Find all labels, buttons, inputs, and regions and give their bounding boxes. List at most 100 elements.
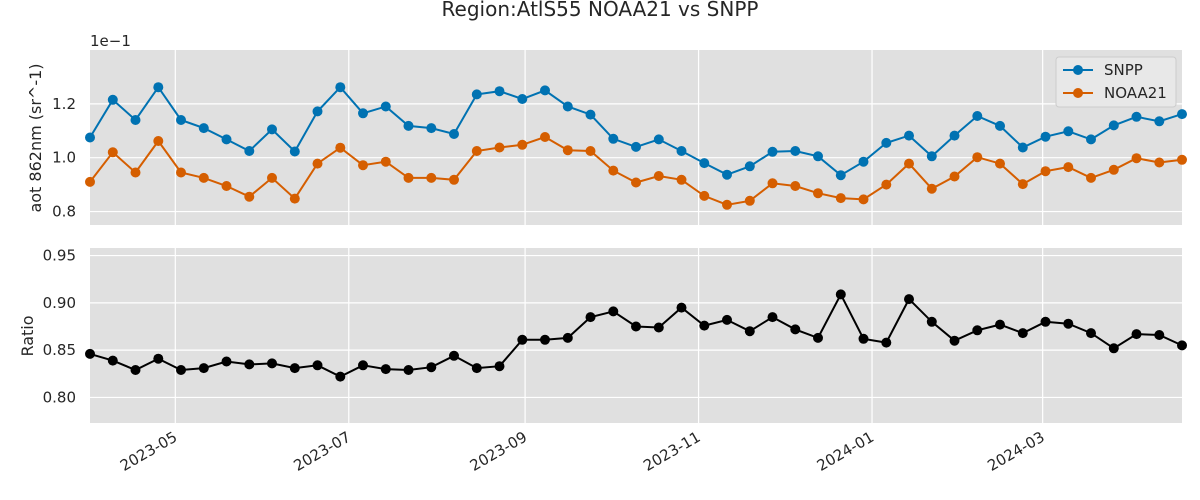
top-point-noaa21 bbox=[813, 188, 823, 199]
top-point-snpp bbox=[767, 146, 778, 157]
bottom-point-ratio bbox=[244, 359, 255, 370]
top-point-snpp bbox=[881, 137, 892, 148]
top-point-snpp bbox=[471, 89, 482, 100]
bottom-point-ratio bbox=[471, 363, 482, 374]
top-point-noaa21 bbox=[562, 145, 573, 156]
bottom-point-ratio bbox=[426, 362, 437, 373]
top-point-noaa21 bbox=[130, 167, 141, 178]
top-point-snpp bbox=[335, 82, 346, 93]
top-point-noaa21 bbox=[471, 146, 482, 156]
top-point-noaa21 bbox=[653, 171, 664, 181]
top-point-noaa21 bbox=[881, 179, 892, 190]
top-point-noaa21 bbox=[1086, 172, 1096, 183]
top-point-noaa21 bbox=[790, 181, 801, 191]
top-point-noaa21 bbox=[995, 158, 1005, 169]
bottom-point-ratio bbox=[380, 364, 391, 375]
top-point-noaa21 bbox=[1017, 179, 1028, 190]
top-point-snpp bbox=[858, 156, 869, 167]
bottom-point-ratio bbox=[107, 355, 118, 366]
x-tick-label: 2023-11 bbox=[640, 428, 703, 475]
bottom-y-tick-label: 0.90 bbox=[43, 294, 76, 312]
bottom-point-ratio bbox=[85, 348, 95, 359]
bottom-point-ratio bbox=[1177, 340, 1187, 351]
top-point-noaa21 bbox=[835, 193, 846, 204]
top-point-snpp bbox=[312, 106, 323, 117]
bottom-point-ratio bbox=[744, 326, 755, 337]
x-tick-label: 2023-05 bbox=[117, 428, 180, 475]
top-point-noaa21 bbox=[449, 174, 459, 185]
top-point-snpp bbox=[835, 170, 846, 181]
top-point-snpp bbox=[1017, 142, 1028, 153]
bottom-point-ratio bbox=[881, 337, 892, 348]
bottom-point-ratio bbox=[289, 363, 300, 374]
top-point-noaa21 bbox=[699, 190, 710, 201]
bottom-point-ratio bbox=[176, 365, 186, 375]
top-point-noaa21 bbox=[267, 172, 277, 183]
bottom-point-ratio bbox=[1040, 316, 1051, 327]
top-point-snpp bbox=[358, 108, 368, 119]
bottom-point-ratio bbox=[1154, 330, 1165, 340]
top-point-snpp bbox=[517, 94, 528, 104]
top-point-snpp bbox=[813, 151, 823, 162]
top-point-snpp bbox=[722, 169, 732, 180]
bottom-point-ratio bbox=[835, 289, 846, 300]
top-point-snpp bbox=[1063, 126, 1074, 137]
bottom-plot-area bbox=[90, 248, 1182, 423]
top-point-snpp bbox=[1154, 116, 1165, 127]
top-point-snpp bbox=[289, 146, 300, 157]
top-point-snpp bbox=[926, 151, 937, 162]
top-point-snpp bbox=[380, 101, 391, 112]
top-point-noaa21 bbox=[608, 165, 619, 176]
top-point-noaa21 bbox=[722, 199, 732, 210]
top-point-snpp bbox=[107, 94, 118, 105]
top-point-snpp bbox=[585, 109, 596, 120]
legend-marker-noaa21 bbox=[1073, 88, 1083, 98]
legend: SNPP NOAA21 bbox=[1055, 56, 1177, 108]
top-point-noaa21 bbox=[358, 160, 368, 171]
bottom-point-ratio bbox=[631, 321, 641, 332]
top-y-tick-label: 1.2 bbox=[52, 95, 76, 113]
top-point-noaa21 bbox=[1177, 154, 1187, 165]
top-point-snpp bbox=[995, 120, 1005, 131]
top-point-noaa21 bbox=[221, 181, 232, 191]
top-point-snpp bbox=[790, 146, 801, 156]
bottom-point-ratio bbox=[995, 319, 1005, 330]
top-point-snpp bbox=[1108, 120, 1119, 131]
top-point-snpp bbox=[540, 85, 550, 96]
top-y-axis-label: aot 862nm (sr^-1) bbox=[26, 63, 45, 212]
top-point-noaa21 bbox=[540, 132, 550, 142]
top-point-snpp bbox=[494, 86, 505, 97]
top-y-tick-label: 0.8 bbox=[52, 203, 76, 221]
bottom-point-ratio bbox=[1063, 318, 1074, 329]
x-tick-label: 2024-01 bbox=[814, 428, 877, 475]
top-point-noaa21 bbox=[904, 158, 914, 169]
top-point-noaa21 bbox=[335, 142, 346, 153]
top-point-noaa21 bbox=[289, 193, 300, 204]
bottom-point-ratio bbox=[540, 334, 550, 345]
top-point-snpp bbox=[904, 130, 914, 141]
top-point-noaa21 bbox=[517, 139, 528, 150]
top-point-noaa21 bbox=[244, 191, 255, 202]
top-point-snpp bbox=[1086, 134, 1096, 145]
bottom-point-ratio bbox=[1086, 328, 1096, 339]
top-point-noaa21 bbox=[426, 172, 437, 183]
chart-title: Region:AtlS55 NOAA21 vs SNPP bbox=[442, 0, 759, 21]
top-point-noaa21 bbox=[107, 147, 118, 158]
bottom-point-ratio bbox=[335, 371, 346, 382]
bottom-point-ratio bbox=[676, 302, 687, 313]
top-point-snpp bbox=[972, 111, 983, 121]
top-point-noaa21 bbox=[1108, 164, 1119, 175]
top-offset-text: 1e−1 bbox=[90, 32, 131, 50]
top-point-snpp bbox=[85, 132, 95, 143]
top-point-noaa21 bbox=[85, 176, 95, 187]
top-point-snpp bbox=[1177, 109, 1187, 120]
bottom-point-ratio bbox=[790, 324, 801, 335]
top-point-noaa21 bbox=[380, 156, 391, 167]
top-point-noaa21 bbox=[858, 194, 869, 205]
top-point-noaa21 bbox=[403, 172, 414, 183]
top-plot-area bbox=[90, 50, 1182, 225]
x-tick-label: 2023-09 bbox=[467, 428, 530, 475]
top-point-noaa21 bbox=[767, 178, 778, 189]
top-point-snpp bbox=[949, 130, 960, 141]
